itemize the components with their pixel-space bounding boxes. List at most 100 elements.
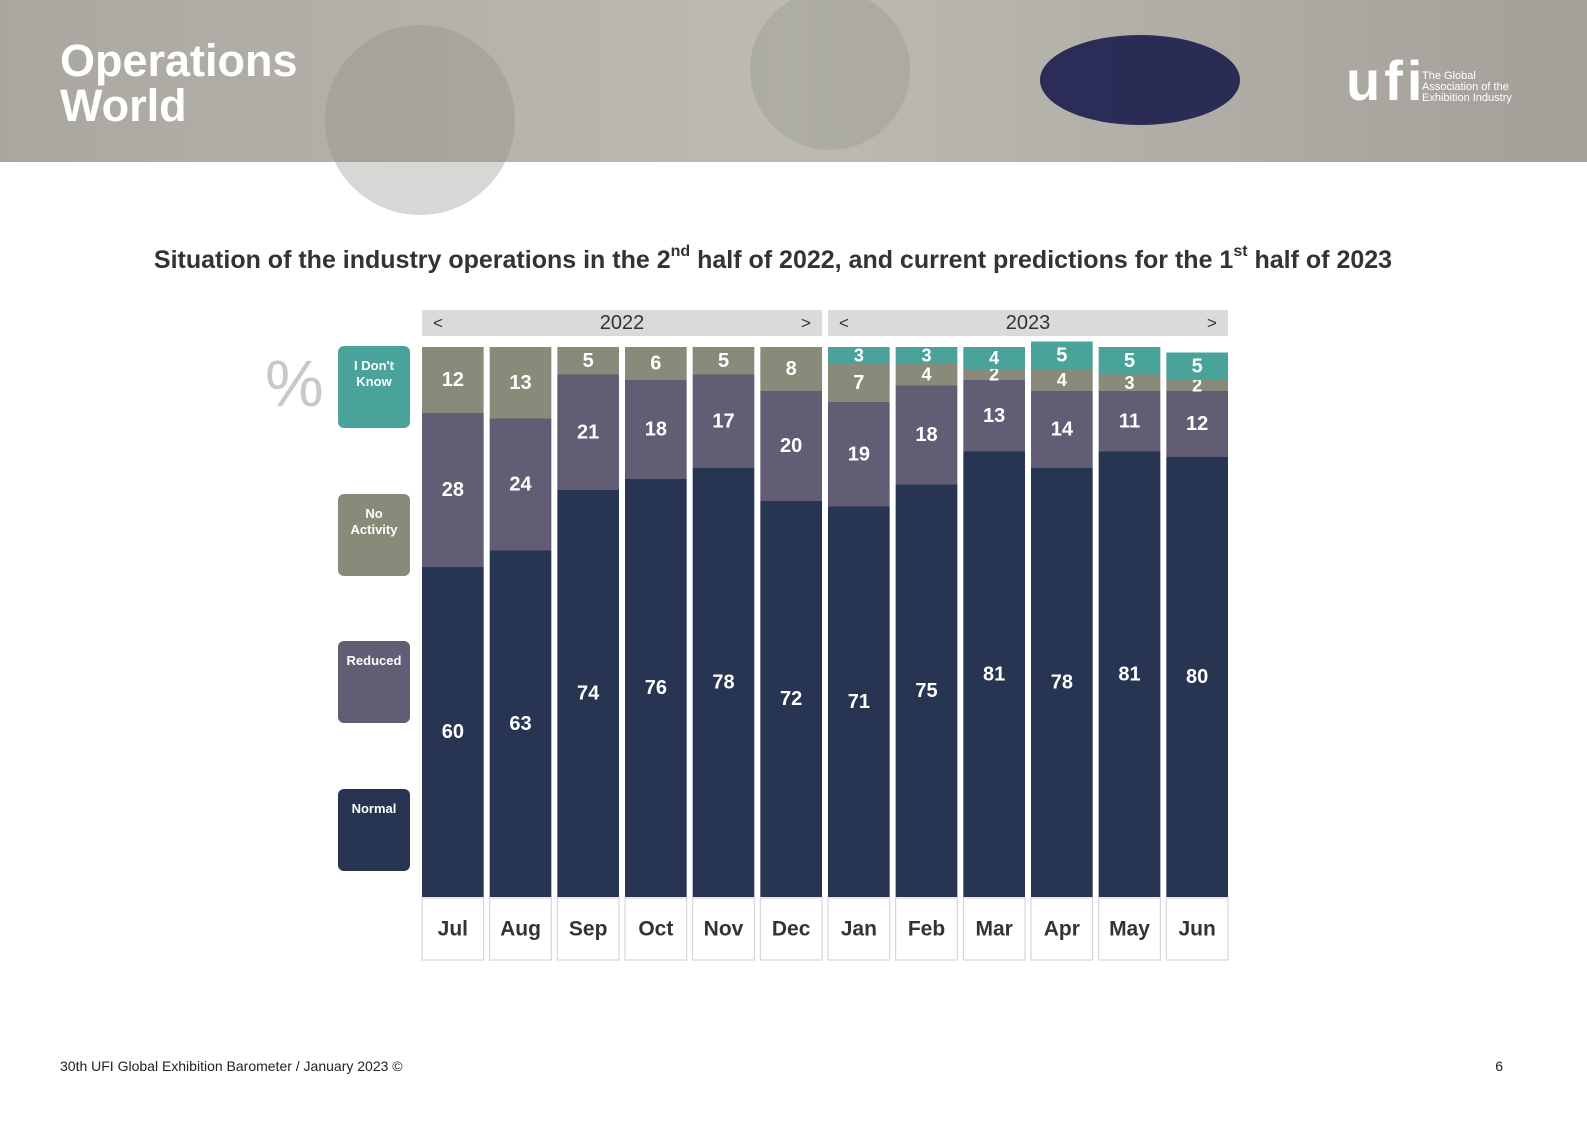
unit-label: % [265,346,324,420]
data-label: 21 [577,421,599,443]
data-label: 2 [989,365,999,385]
data-label: 5 [1124,350,1135,372]
bar-segment [895,363,958,386]
data-label: 3 [854,345,864,365]
title-part: Situation of the industry operations in … [154,246,671,274]
legend-entry: Reduced [338,641,410,724]
bar-segment [760,391,822,501]
bar-segment [1031,468,1093,897]
bar-segment [1166,380,1228,391]
x-tick-label: Feb [908,918,945,941]
x-tick-label: Jul [438,918,468,941]
year-group-band [422,310,822,336]
bar-segment [1166,391,1228,457]
x-tick-label: Dec [772,918,811,941]
legend-entry: Normal [338,789,410,872]
x-tick-label: Jan [841,918,877,941]
data-label: 18 [645,419,667,441]
year-group-next: > [1207,314,1217,333]
year-group-band [828,310,1228,336]
data-label: 78 [1051,672,1073,694]
bar-segment [1031,341,1093,369]
year-group-prev: < [433,314,443,333]
year-group-next: > [801,314,811,333]
bar-segment [692,468,755,897]
header-title: Operations World [60,35,298,131]
header-band [0,0,1587,162]
data-label: 3 [1124,373,1134,393]
bar-segment [963,380,1025,452]
data-label: 13 [509,372,531,394]
header-decor [325,25,515,215]
bar-segment [1031,369,1093,391]
title-part: half of 2023 [1248,246,1393,274]
category-box [827,897,891,961]
category-box [962,897,1026,961]
bar-segment [692,374,755,468]
logo-tagline: The Global Association of the Exhibition… [1422,70,1512,104]
category-box [624,897,688,961]
bar-segment [692,347,755,375]
bar-segment [1098,391,1161,452]
data-label: 5 [1056,344,1067,366]
data-label: 74 [577,683,600,705]
footer-text: 30th UFI Global Exhibition Barometer / J… [60,1058,403,1074]
data-label: 20 [780,435,802,457]
x-tick-label: Oct [638,918,673,941]
title-part: nd [671,243,691,260]
data-label: 4 [1057,370,1067,390]
category-box [1098,897,1161,961]
data-label: 75 [915,680,937,702]
category-box [489,897,552,961]
bar-segment [422,413,484,567]
data-label: 5 [583,350,594,372]
data-label: 19 [848,443,870,465]
bar-segment [895,385,958,485]
category-box [421,897,485,961]
data-label: 80 [1186,666,1208,688]
data-label: 4 [921,365,931,385]
bar-segment [557,347,619,375]
data-label: 3 [921,345,931,365]
title-part: st [1233,243,1248,260]
bar-segment [828,363,890,402]
bar-segment [422,347,484,413]
bar-segment [963,451,1025,897]
x-tick-label: Aug [500,918,541,941]
bar-segment [1098,347,1161,375]
bar-segment [1166,352,1228,380]
x-tick-label: Mar [975,918,1012,941]
data-label: 11 [1119,410,1140,432]
x-tick-label: Nov [704,918,744,941]
bar-segment [828,402,890,507]
bar-segment [895,347,958,364]
bar-segment [625,347,687,380]
data-label: 12 [442,369,464,391]
x-tick-label: Apr [1044,918,1080,941]
bar-segment [963,347,1025,369]
category-box [895,897,958,961]
category-box [556,897,620,961]
bar-segment [625,380,687,479]
data-label: 81 [983,663,1005,685]
data-label: 7 [853,372,864,394]
data-label: 17 [712,410,734,432]
year-group-label: 2023 [1006,312,1051,334]
x-tick-label: May [1109,918,1150,941]
bar-segment [828,506,890,897]
bar-segment [625,479,687,897]
data-label: 4 [989,348,999,368]
category-box [1165,897,1229,961]
bar-segment [1098,374,1161,391]
data-label: 24 [509,474,532,496]
data-label: 18 [915,424,937,446]
bar-segment [895,484,958,897]
data-label: 5 [1192,355,1203,377]
data-label: 14 [1051,419,1074,441]
bar-segment [422,567,484,897]
bar-segment [557,490,619,897]
year-group-prev: < [839,314,849,333]
category-box [1030,897,1094,961]
data-label: 72 [780,688,802,710]
